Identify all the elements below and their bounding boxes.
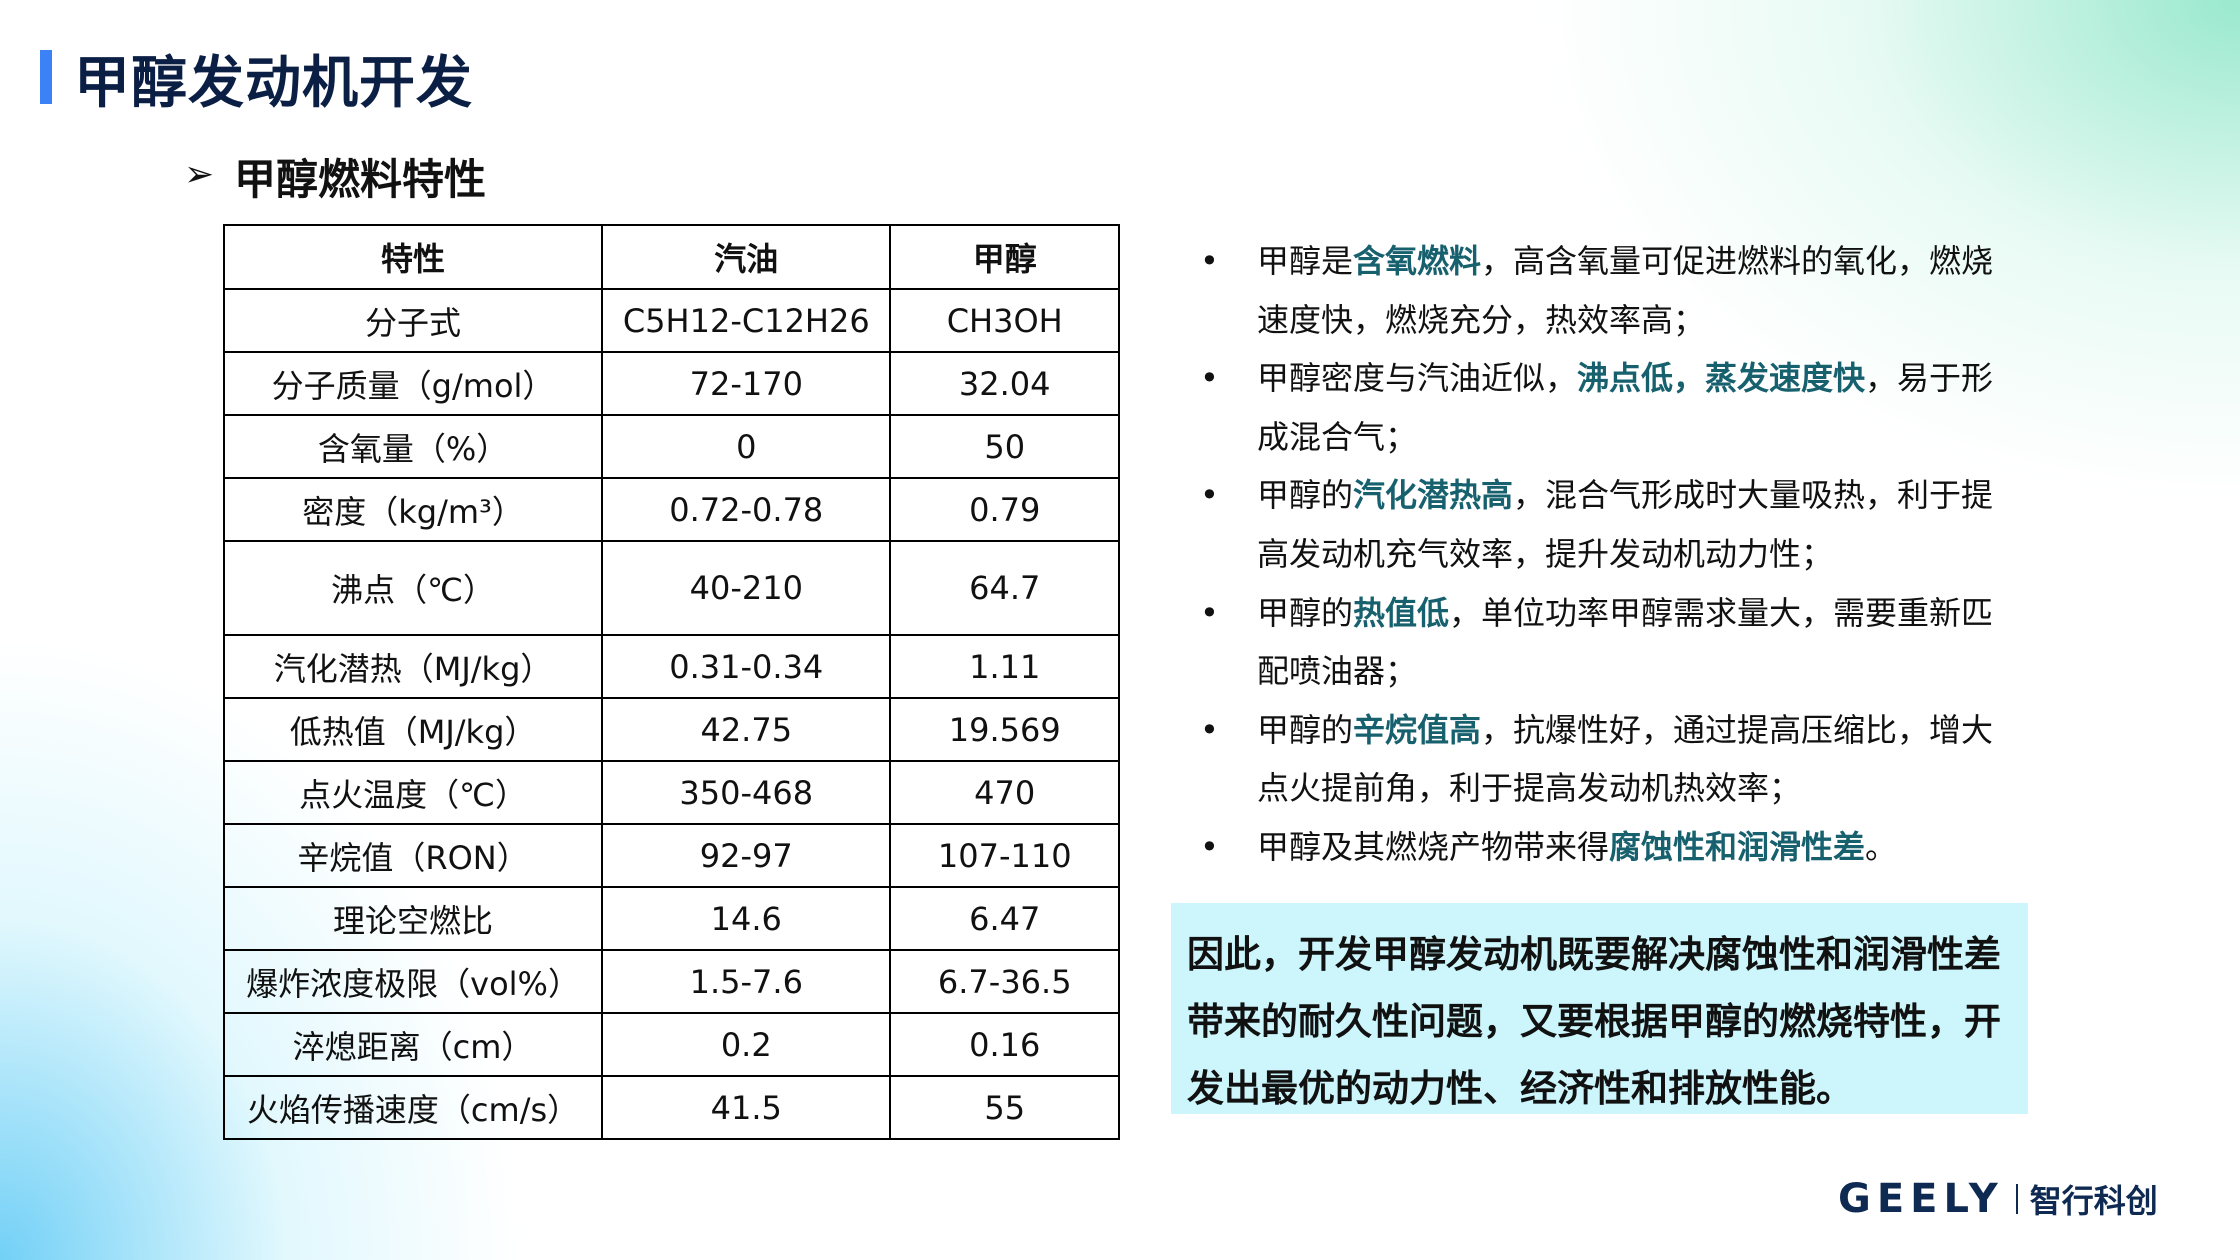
bullet-text: ，抗爆性好，通过提高压缩比，增大点火提前角，利于提高发动机热效率； <box>1257 710 1994 808</box>
cell-gasoline: C5H12-C12H26 <box>601 288 892 353</box>
cell-methanol: 6.47 <box>889 886 1120 951</box>
cell-methanol: 19.569 <box>889 697 1120 762</box>
highlight-text: 含氧燃料 <box>1353 242 1482 280</box>
cell-gasoline: 42.75 <box>601 697 892 762</box>
bullet-text: 甲醇是 <box>1257 242 1354 280</box>
header-property: 特性 <box>222 224 604 290</box>
cell-property: 理论空燃比 <box>222 886 604 951</box>
highlight-text: 汽化潜热高 <box>1353 476 1514 515</box>
cell-gasoline: 0.31-0.34 <box>601 634 892 699</box>
cell-property: 低热值（MJ/kg） <box>222 697 604 762</box>
highlight-text: 腐蚀性和润滑性差 <box>1609 827 1866 866</box>
cell-property: 汽化潜热（MJ/kg） <box>222 634 604 699</box>
table-row: 密度（kg/m³） 0.72-0.78 0.79 <box>222 477 1120 542</box>
page-title: 甲醇发动机开发 <box>74 51 473 116</box>
highlight-text: 热值低 <box>1353 593 1450 632</box>
bullet-item: • 甲醇的辛烷值高，抗爆性好，通过提高压缩比，增大点火提前角，利于提高发动机热效率… <box>1200 701 2010 818</box>
table-row: 分子质量（g/mol） 72-170 32.04 <box>222 351 1120 416</box>
cell-property: 火焰传播速度（cm/s） <box>222 1075 604 1140</box>
cell-gasoline: 14.6 <box>601 886 892 951</box>
cell-methanol: CH3OH <box>889 288 1120 353</box>
bullet-dot-icon: • <box>1200 242 1219 280</box>
cell-methanol: 107-110 <box>889 823 1120 888</box>
table-row: 低热值（MJ/kg） 42.75 19.569 <box>222 697 1120 762</box>
highlight-text: 沸点低，蒸发速度快 <box>1577 359 1866 398</box>
table-row: 理论空燃比 14.6 6.47 <box>222 886 1120 951</box>
bullet-text: 甲醇密度与汽油近似， <box>1257 359 1578 398</box>
bullet-dot-icon: • <box>1200 593 1219 632</box>
bullet-item: • 甲醇及其燃烧产物带来得腐蚀性和润滑性差。 <box>1200 818 2010 877</box>
bullet-text: ，易于形成混合气； <box>1257 359 1994 456</box>
cell-property: 爆炸浓度极限（vol%） <box>222 949 604 1014</box>
geely-logo: GEELY 智行科创 <box>1838 1176 2158 1222</box>
cell-methanol: 50 <box>889 414 1120 479</box>
bullet-dot-icon: • <box>1200 476 1219 515</box>
cell-property: 辛烷值（RON） <box>222 823 604 888</box>
bullet-text: 。 <box>1865 827 1898 866</box>
cell-methanol: 6.7-36.5 <box>889 949 1120 1014</box>
section-subtitle: 甲醇燃料特性 <box>234 155 487 204</box>
bullet-dot-icon: • <box>1200 359 1219 398</box>
bullet-item: • 甲醇是含氧燃料，高含氧量可促进燃料的氧化，燃烧速度快，燃烧充分，热效率高； <box>1200 232 2010 349</box>
bullet-item: • 甲醇的汽化潜热高，混合气形成时大量吸热，利于提高发动机充气效率，提升发动机动力… <box>1200 466 2010 583</box>
cell-gasoline: 0.72-0.78 <box>601 477 892 542</box>
logo-divider <box>2015 1184 2018 1214</box>
highlight-text: 辛烷值高 <box>1353 710 1482 749</box>
logo-brand: GEELY <box>1838 1176 2004 1222</box>
cell-gasoline: 40-210 <box>601 540 892 636</box>
logo-tagline: 智行科创 <box>2029 1182 2158 1220</box>
cell-gasoline: 41.5 <box>601 1075 892 1140</box>
fuel-properties-table: 特性 汽油 甲醇 分子式 C5H12-C12H26 CH3OH 分子质量（g/mol）… <box>222 224 1120 1140</box>
cell-methanol: 470 <box>889 760 1120 825</box>
cell-gasoline: 350-468 <box>601 760 892 825</box>
header-methanol: 甲醇 <box>889 224 1120 290</box>
bullet-text: 甲醇的 <box>1257 710 1354 749</box>
cell-property: 分子式 <box>222 288 604 353</box>
table-row: 火焰传播速度（cm/s） 41.5 55 <box>222 1075 1120 1140</box>
table-row: 沸点（℃） 40-210 64.7 <box>222 540 1120 636</box>
bullet-text: 甲醇及其燃烧产物带来得 <box>1257 827 1610 866</box>
bullet-text: ，单位功率甲醇需求量大，需要重新匹配喷油器； <box>1257 593 1994 691</box>
header-gasoline: 汽油 <box>601 224 892 290</box>
title-accent-bar <box>40 50 52 104</box>
bullet-item: • 甲醇密度与汽油近似，沸点低，蒸发速度快，易于形成混合气； <box>1200 349 2010 466</box>
cell-gasoline: 1.5-7.6 <box>601 949 892 1014</box>
table-row: 含氧量（%） 0 50 <box>222 414 1120 479</box>
table-row: 点火温度（℃） 350-468 470 <box>222 760 1120 825</box>
cell-property: 含氧量（%） <box>222 414 604 479</box>
arrow-bullet-icon: ➢ <box>184 154 215 195</box>
table-header-row: 特性 汽油 甲醇 <box>222 224 1120 290</box>
cell-methanol: 64.7 <box>889 540 1120 636</box>
cell-methanol: 32.04 <box>889 351 1120 416</box>
cell-methanol: 0.16 <box>889 1012 1120 1077</box>
bullet-text: ，混合气形成时大量吸热，利于提高发动机充气效率，提升发动机动力性； <box>1257 476 1994 573</box>
conclusion-box: 因此，开发甲醇发动机既要解决腐蚀性和润滑性差带来的耐久性问题，又要根据甲醇的燃烧… <box>1171 903 2028 1114</box>
table-row: 辛烷值（RON） 92-97 107-110 <box>222 823 1120 888</box>
bullet-dot-icon: • <box>1200 827 1219 866</box>
cell-methanol: 55 <box>889 1075 1120 1140</box>
cell-property: 点火温度（℃） <box>222 760 604 825</box>
cell-gasoline: 72-170 <box>601 351 892 416</box>
feature-bullet-list: • 甲醇是含氧燃料，高含氧量可促进燃料的氧化，燃烧速度快，燃烧充分，热效率高； • 甲… <box>1200 232 2020 877</box>
table-row: 爆炸浓度极限（vol%） 1.5-7.6 6.7-36.5 <box>222 949 1120 1014</box>
cell-property: 分子质量（g/mol） <box>222 351 604 416</box>
cell-methanol: 1.11 <box>889 634 1120 699</box>
cell-gasoline: 0.2 <box>601 1012 892 1077</box>
bullet-item: • 甲醇的热值低，单位功率甲醇需求量大，需要重新匹配喷油器； <box>1200 584 2010 701</box>
cell-methanol: 0.79 <box>889 477 1120 542</box>
cell-property: 密度（kg/m³） <box>222 477 604 542</box>
cell-gasoline: 92-97 <box>601 823 892 888</box>
bullet-dot-icon: • <box>1200 710 1219 749</box>
table-row: 分子式 C5H12-C12H26 CH3OH <box>222 288 1120 353</box>
table-row: 淬熄距离（cm） 0.2 0.16 <box>222 1012 1120 1077</box>
bullet-text: 甲醇的 <box>1257 476 1354 515</box>
bullet-text: 甲醇的 <box>1257 593 1354 632</box>
cell-property: 沸点（℃） <box>222 540 604 636</box>
bullet-text: ，高含氧量可促进燃料的氧化，燃烧速度快，燃烧充分，热效率高； <box>1257 242 1994 339</box>
cell-gasoline: 0 <box>601 414 892 479</box>
cell-property: 淬熄距离（cm） <box>222 1012 604 1077</box>
table-row: 汽化潜热（MJ/kg） 0.31-0.34 1.11 <box>222 634 1120 699</box>
